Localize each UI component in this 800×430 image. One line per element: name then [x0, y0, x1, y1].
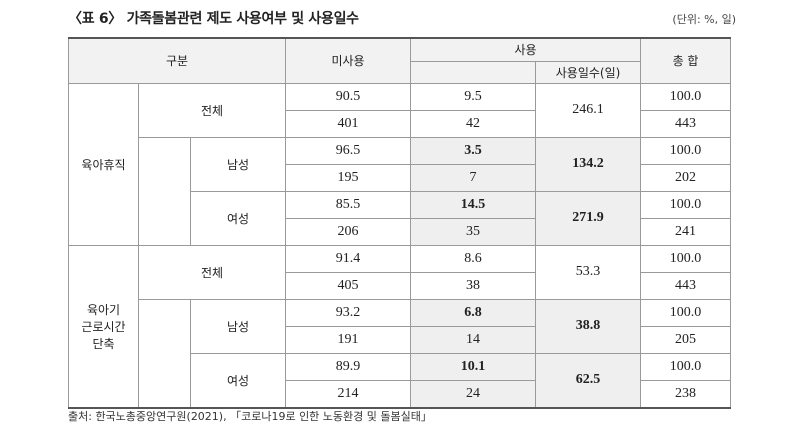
cell-used-pct: 10.1: [410, 352, 537, 381]
cell-unused-n: 405: [285, 271, 412, 300]
cell-used-days: 62.5: [535, 352, 642, 408]
header-used-days: 사용일수(일): [535, 60, 642, 84]
cell-total-n: 443: [640, 271, 732, 300]
group-label-parental-leave: 육아휴직: [68, 82, 139, 246]
row-label-total: 전체: [137, 82, 287, 138]
cell-used-days: 53.3: [535, 244, 642, 300]
cell-used-days: 134.2: [535, 136, 642, 192]
cell-used-days: 271.9: [535, 190, 642, 246]
row-label-male: 남성: [189, 136, 287, 192]
cell-used-days: 38.8: [535, 298, 642, 354]
cell-total-n: 241: [640, 217, 732, 246]
cell-unused-pct: 96.5: [285, 136, 412, 165]
row-label-female: 여성: [189, 190, 287, 246]
cell-unused-n: 214: [285, 379, 412, 408]
group-label-line: 단축: [92, 336, 115, 351]
row-label-female: 여성: [189, 352, 287, 408]
cell-unused-pct: 90.5: [285, 82, 412, 111]
row-label-male: 남성: [189, 298, 287, 354]
cell-total-pct: 100.0: [640, 190, 732, 219]
header-used: 사용: [410, 37, 642, 62]
cell-total-n: 238: [640, 379, 732, 408]
cell-used-n: 24: [410, 379, 537, 408]
cell-total-pct: 100.0: [640, 136, 732, 165]
cell-used-pct: 6.8: [410, 298, 537, 327]
cell-total-pct: 100.0: [640, 352, 732, 381]
cell-unused-n: 195: [285, 163, 412, 192]
cell-used-n: 35: [410, 217, 537, 246]
cell-unused-n: 206: [285, 217, 412, 246]
cell-unused-pct: 91.4: [285, 244, 412, 273]
cell-total-pct: 100.0: [640, 244, 732, 273]
cell-unused-pct: 93.2: [285, 298, 412, 327]
cell-used-pct: 14.5: [410, 190, 537, 219]
cell-total-pct: 100.0: [640, 298, 732, 327]
row-label-total: 전체: [137, 244, 287, 300]
cell-used-days: 246.1: [535, 82, 642, 138]
group-label-line: 근로시간: [81, 319, 126, 334]
indent-spacer: [138, 137, 191, 245]
header-unused: 미사용: [285, 37, 412, 84]
source-note: 출처: 한국노총중앙연구원(2021), 「코로나19로 인한 노동환경 및 돌…: [68, 410, 432, 423]
cell-total-n: 202: [640, 163, 732, 192]
header-category: 구분: [67, 37, 287, 84]
cell-used-n: 14: [410, 325, 537, 354]
cell-total-n: 443: [640, 109, 732, 138]
indent-spacer: [138, 299, 191, 408]
cell-unused-n: 191: [285, 325, 412, 354]
cell-used-pct: 9.5: [410, 82, 537, 111]
cell-used-n: 42: [410, 109, 537, 138]
data-table: 구분 미사용 사용 총 합 사용일수(일) 육아휴직 전체 90.5 9.5 2…: [67, 37, 732, 409]
cell-total-pct: 100.0: [640, 82, 732, 111]
table-title: 〈표 6〉 가족돌봄관련 제도 사용여부 및 사용일수: [68, 11, 359, 27]
group-label-reduced-hours: 육아기 근로시간 단축: [68, 244, 139, 408]
header-used-blank: [410, 61, 537, 84]
header-total: 총 합: [640, 37, 732, 84]
cell-used-pct: 8.6: [410, 244, 537, 273]
cell-used-n: 38: [410, 271, 537, 300]
cell-unused-pct: 85.5: [285, 190, 412, 219]
cell-unused-n: 401: [285, 109, 412, 138]
unit-note: (단위: %, 일): [672, 13, 736, 26]
group-label-line: 육아기: [86, 302, 121, 317]
cell-used-pct: 3.5: [410, 136, 537, 165]
cell-total-n: 205: [640, 325, 732, 354]
cell-used-n: 7: [410, 163, 537, 192]
cell-unused-pct: 89.9: [285, 352, 412, 381]
